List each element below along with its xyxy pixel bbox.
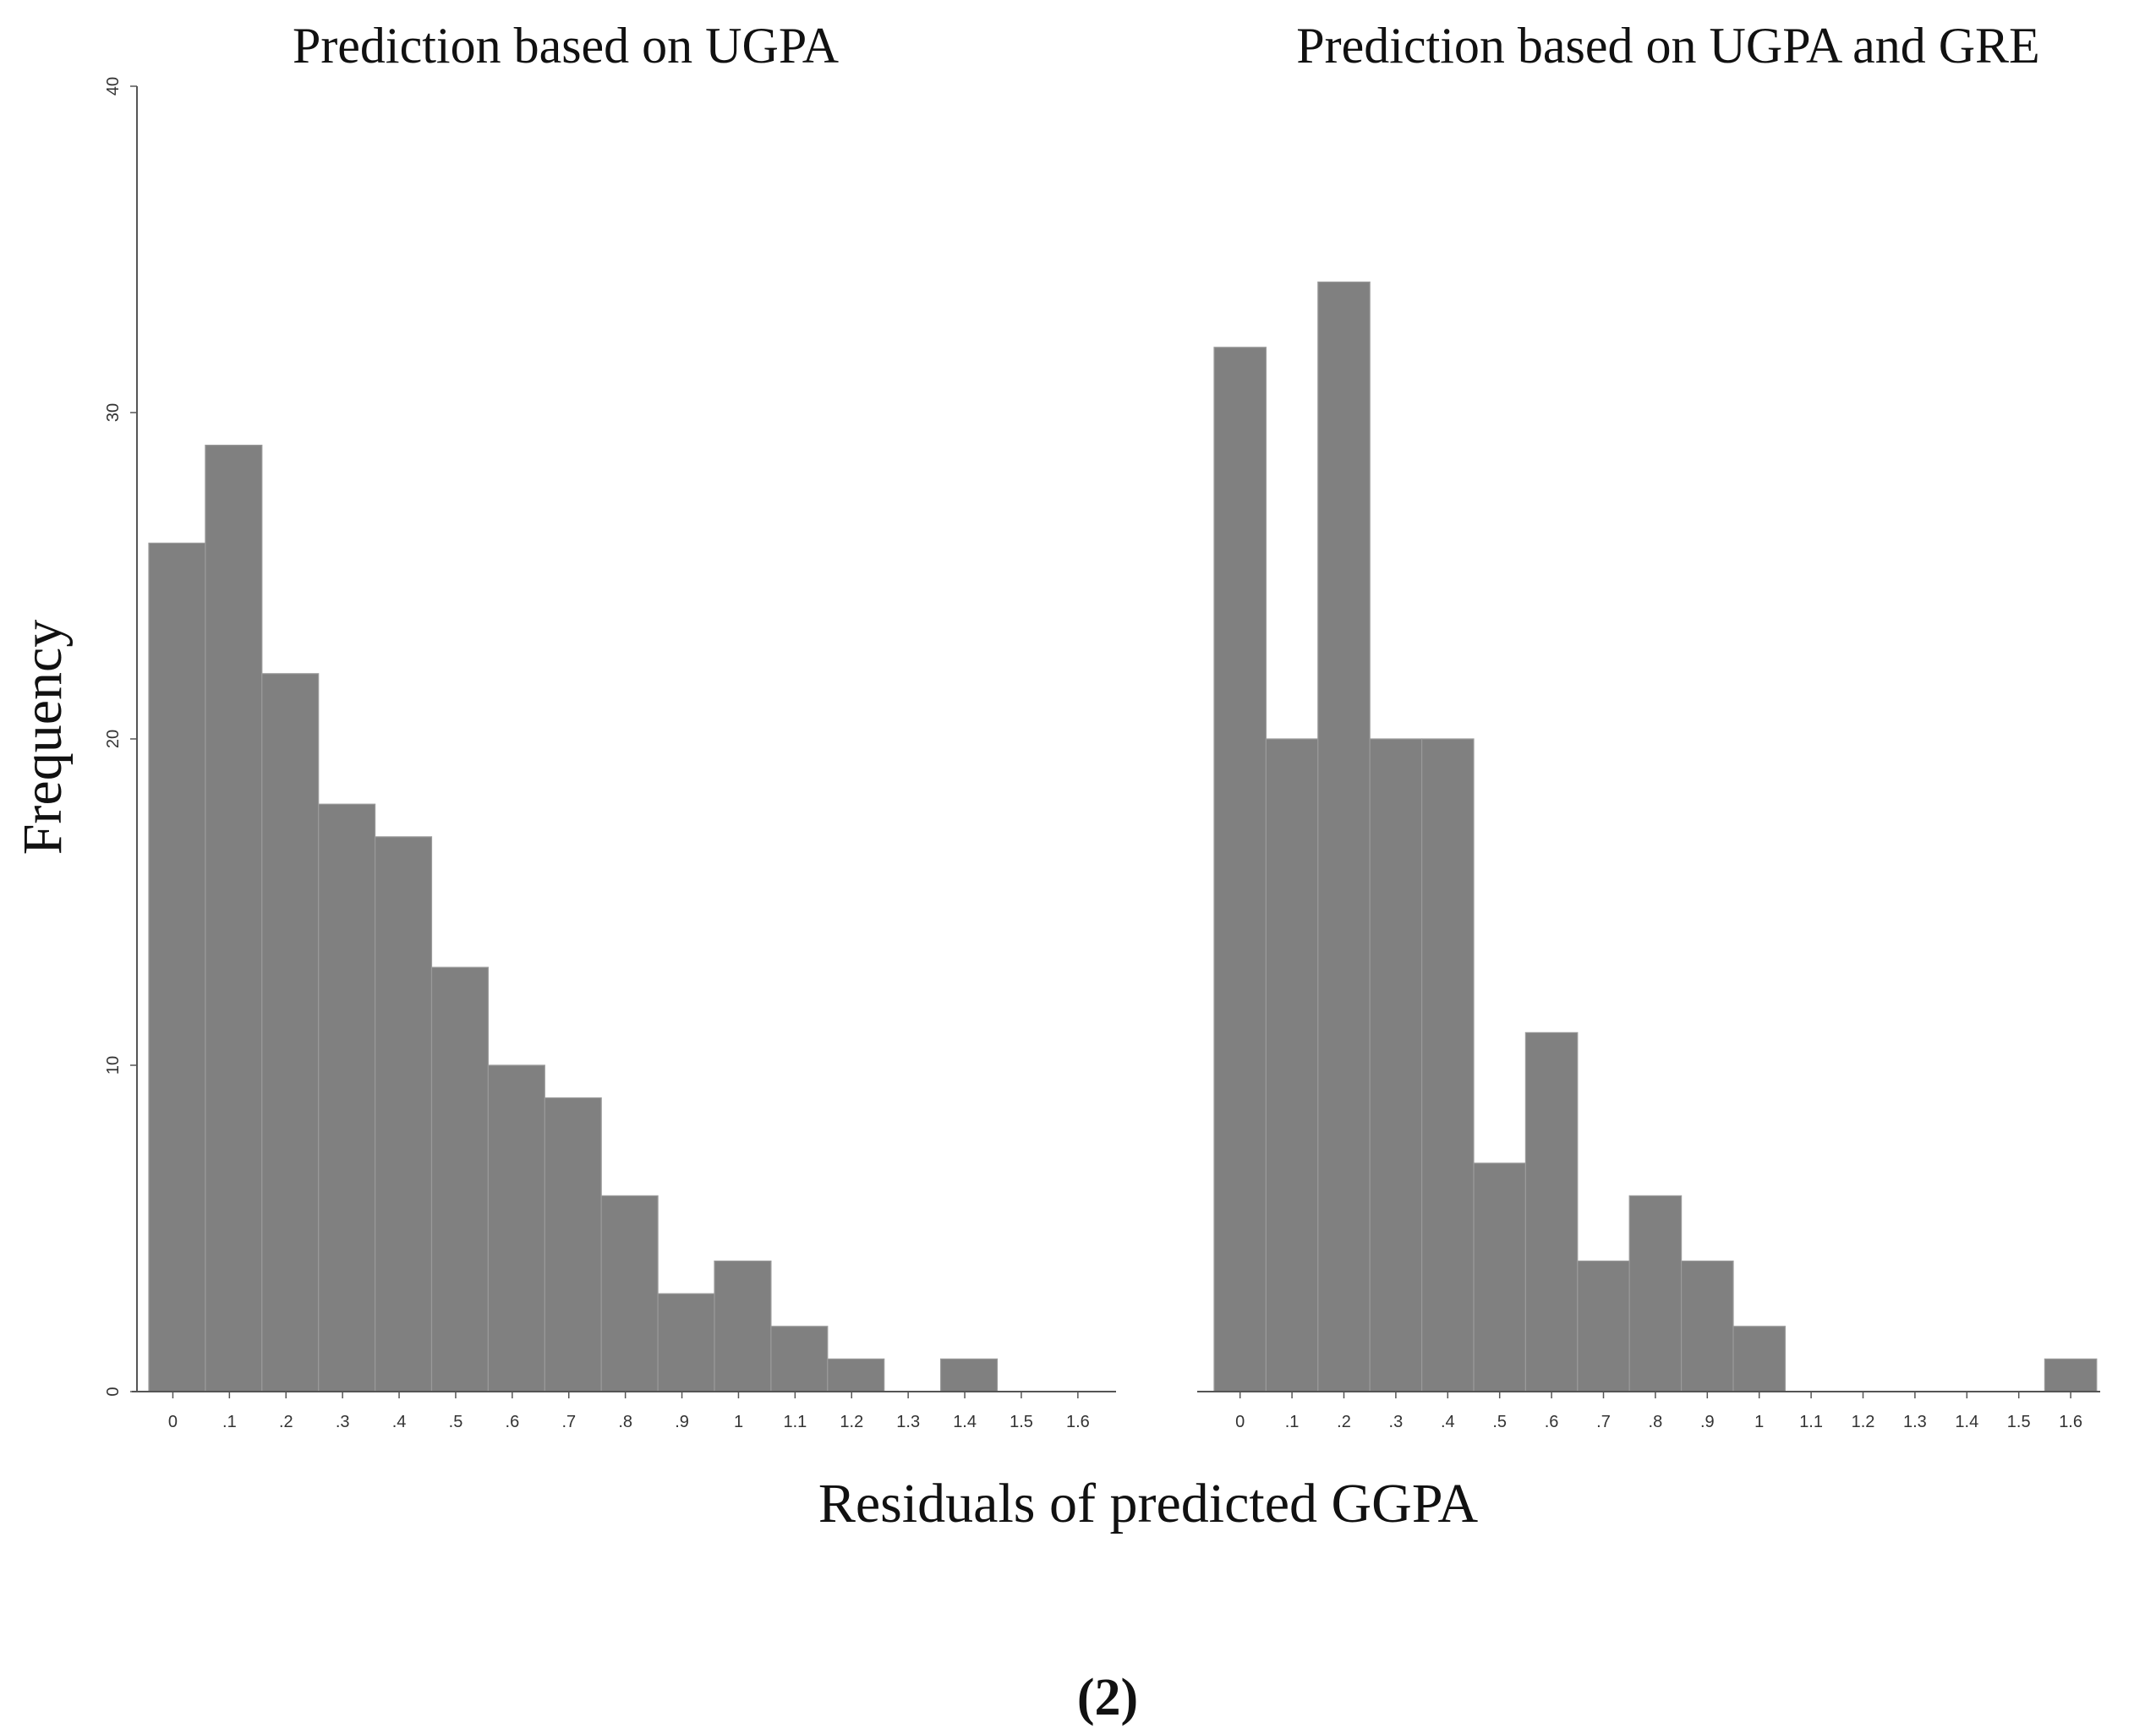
x-tick-label: .4	[392, 1413, 407, 1431]
x-tick-label: .3	[1389, 1413, 1404, 1431]
bar-left-6	[487, 1064, 545, 1392]
x-tick-label: .5	[1492, 1413, 1507, 1431]
x-tick-label: .6	[506, 1413, 520, 1431]
left-histogram: 0 .1 .2 .3 .4 .5 .6 .7 .8 .9 1 1.1 1.2 1.3 1.4 1.5 1.6 0 1…	[104, 77, 1116, 1431]
bar-left-14	[939, 1358, 999, 1392]
bar-left-7	[544, 1097, 602, 1392]
left-chart-title: Prediction based on UGPA	[293, 18, 839, 74]
bar-left-11	[770, 1326, 829, 1392]
bar-left-0	[148, 542, 206, 1392]
x-tick-label: .2	[279, 1413, 293, 1431]
x-tick-label: .1	[222, 1413, 237, 1431]
bar-left-4	[375, 836, 433, 1392]
x-tick-label: .6	[1545, 1413, 1559, 1431]
y-tick-label: 10	[104, 1056, 123, 1075]
x-tick-label: .2	[1337, 1413, 1351, 1431]
x-tick-label: .9	[675, 1413, 689, 1431]
x-tick-label: .7	[1596, 1413, 1611, 1431]
x-tick-label: 1.1	[1799, 1413, 1823, 1431]
bar-right-3	[1369, 738, 1423, 1392]
bar-right-4	[1420, 738, 1475, 1392]
x-tick-label: 1.1	[783, 1413, 807, 1431]
bar-left-8	[600, 1195, 659, 1392]
x-tick-label: .3	[336, 1413, 350, 1431]
x-tick-label: .4	[1441, 1413, 1455, 1431]
bar-right-0	[1213, 347, 1267, 1392]
x-tick-label: .8	[618, 1413, 632, 1431]
x-tick-label: .1	[1285, 1413, 1300, 1431]
x-tick-label: .9	[1700, 1413, 1715, 1431]
y-tick-label: 0	[104, 1387, 123, 1396]
bar-left-1	[205, 444, 263, 1392]
bar-left-9	[657, 1293, 715, 1392]
bar-right-2	[1317, 282, 1371, 1392]
bar-right-1	[1265, 738, 1319, 1392]
y-tick-label: 40	[104, 77, 123, 96]
x-tick-label: 1.5	[2007, 1413, 2031, 1431]
bar-left-10	[714, 1260, 772, 1392]
bar-right-10	[1732, 1326, 1787, 1392]
bar-right-9	[1680, 1260, 1734, 1392]
x-tick-label: 1.5	[1010, 1413, 1033, 1431]
bar-left-12	[827, 1358, 885, 1392]
x-tick-label: 1.4	[953, 1413, 977, 1431]
bar-right-7	[1577, 1260, 1630, 1392]
x-tick-label: .8	[1649, 1413, 1663, 1431]
x-tick-label: .5	[449, 1413, 463, 1431]
bar-left-3	[318, 803, 376, 1392]
y-axis-label: Frequency	[12, 620, 74, 856]
x-axis-label: Residuals of predicted GGPA	[818, 1473, 1479, 1534]
y-tick-label: 30	[104, 403, 123, 422]
x-tick-label: 0	[1235, 1413, 1245, 1431]
x-tick-label: 1	[734, 1413, 743, 1431]
bar-right-5	[1473, 1162, 1527, 1392]
bar-right-16	[2044, 1358, 2098, 1392]
bar-right-6	[1524, 1031, 1579, 1392]
bar-right-8	[1628, 1195, 1683, 1392]
right-histogram: 0 .1 .2 .3 .4 .5 .6 .7 .8 .9 1 1.1 1.2 1.3 1.4 1.5 1.6	[1197, 282, 2100, 1431]
x-tick-label: 1.6	[1066, 1413, 1090, 1431]
x-tick-label: 1.2	[840, 1413, 863, 1431]
x-tick-label: 1.6	[2059, 1413, 2082, 1431]
x-tick-label: .7	[561, 1413, 576, 1431]
bar-left-5	[430, 966, 490, 1392]
y-tick-label: 20	[104, 730, 123, 748]
figure-label: (2)	[1077, 1669, 1138, 1726]
x-tick-label: 1	[1754, 1413, 1764, 1431]
x-tick-label: 0	[168, 1413, 178, 1431]
x-tick-label: 1.3	[896, 1413, 920, 1431]
x-tick-label: 1.2	[1852, 1413, 1875, 1431]
x-tick-label: 1.4	[1955, 1413, 1978, 1431]
x-tick-label: 1.3	[1903, 1413, 1927, 1431]
bar-left-2	[261, 673, 320, 1392]
right-chart-title: Prediction based on UGPA and GRE	[1296, 18, 2039, 74]
